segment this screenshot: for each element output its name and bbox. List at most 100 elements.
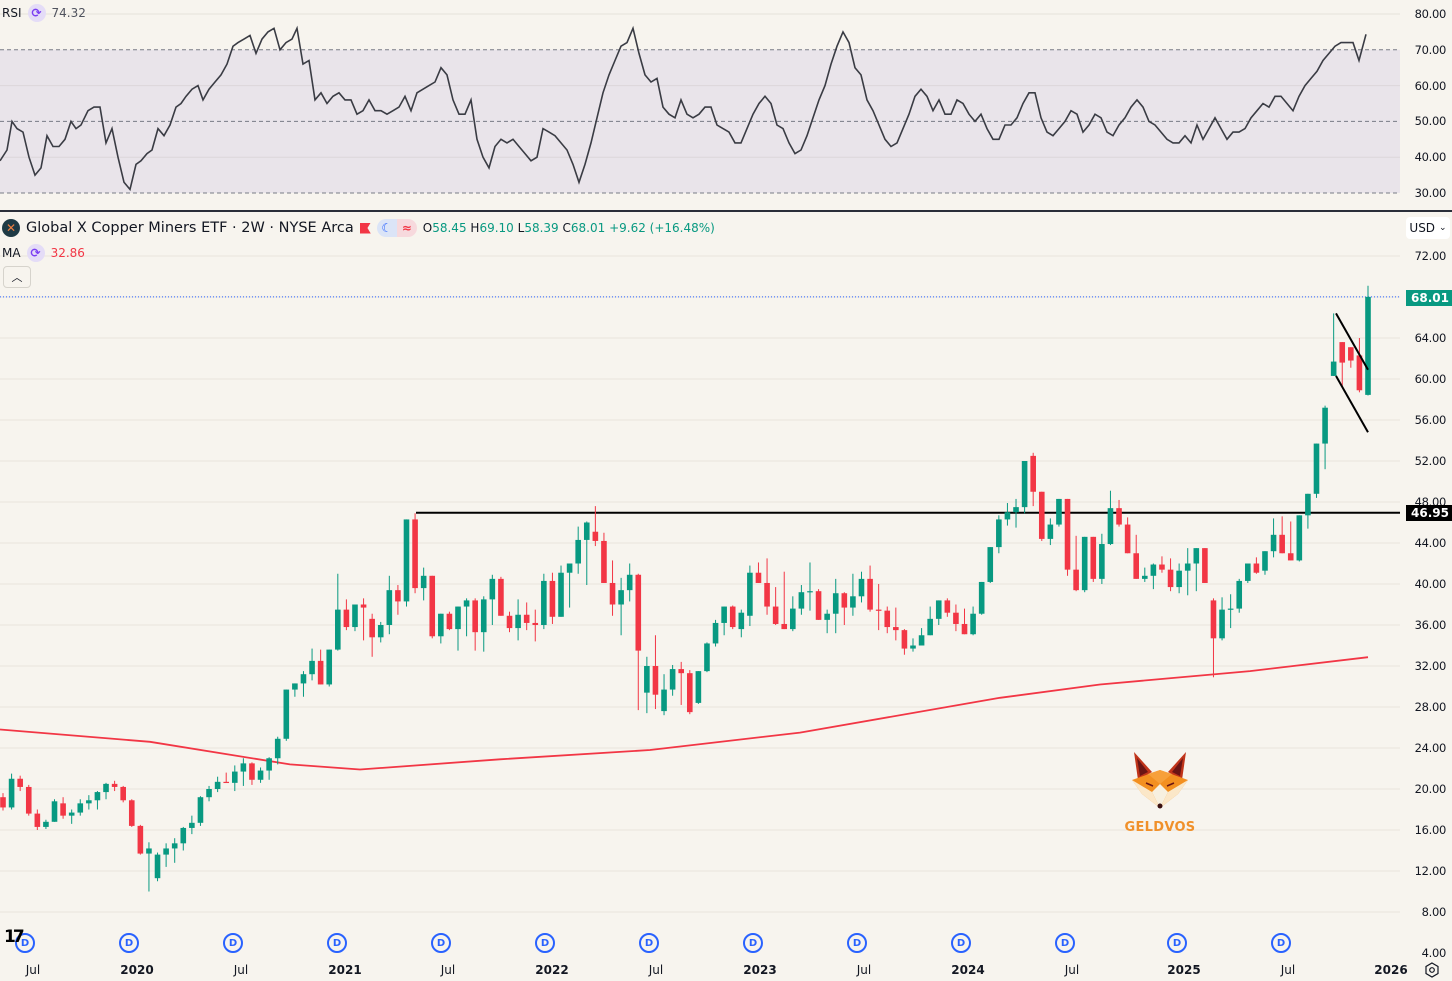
price-axis-label: 12.00 xyxy=(1414,864,1447,878)
candle xyxy=(558,565,564,617)
dividend-badge[interactable]: D xyxy=(431,933,451,953)
refresh-icon[interactable]: ⟳ xyxy=(26,244,45,262)
dividend-badge[interactable]: D xyxy=(327,933,347,953)
ohlc-values: O58.45 H69.10 L58.39 C68.01 +9.62 (+16.4… xyxy=(422,221,715,235)
time-axis-label: 2026 xyxy=(1374,963,1408,977)
candle xyxy=(729,605,736,630)
price-axis-label: 8.00 xyxy=(1421,905,1447,919)
candle xyxy=(68,809,75,824)
candle xyxy=(781,571,788,630)
candle xyxy=(163,843,169,867)
pane-divider[interactable] xyxy=(0,210,1452,212)
candle xyxy=(1210,598,1217,678)
time-axis[interactable]: Jul 2020 Jul 2021 Jul 2022 Jul 2023 Jul 2024 Jul 20… xyxy=(0,953,1452,981)
session-pill[interactable]: ☾ ≈ xyxy=(376,219,417,237)
dividend-badge[interactable]: D xyxy=(119,933,139,953)
refresh-icon[interactable]: ⟳ xyxy=(27,4,46,22)
candle xyxy=(317,649,324,685)
candle xyxy=(927,606,933,636)
price-axis-label: 44.00 xyxy=(1414,536,1447,550)
candle xyxy=(506,611,513,633)
candle xyxy=(455,606,461,651)
price-axis-label: 24.00 xyxy=(1414,741,1447,755)
time-axis-label: 2024 xyxy=(951,963,985,977)
candle xyxy=(1081,536,1088,593)
price-axis-label: 72.00 xyxy=(1414,249,1447,263)
candle xyxy=(1236,578,1243,613)
rsi-legend: RSI ⟳ 74.32 xyxy=(2,4,86,22)
symbol-title[interactable]: Global X Copper Miners ETF · 2W · NYSE A… xyxy=(26,220,354,236)
dividend-badge[interactable]: D xyxy=(951,933,971,953)
dividend-badge[interactable]: D xyxy=(1055,933,1075,953)
rsi-axis-label: 70.00 xyxy=(1414,42,1447,57)
price-axis-label: 56.00 xyxy=(1414,413,1447,427)
candle xyxy=(86,795,92,810)
price-axis-label: 60.00 xyxy=(1414,372,1447,386)
candle xyxy=(1339,342,1346,387)
candle xyxy=(1004,503,1011,526)
ma-value: 32.86 xyxy=(50,246,85,260)
trendline xyxy=(1335,312,1369,371)
rsi-value: 74.32 xyxy=(51,6,86,20)
fox-icon xyxy=(1132,752,1188,809)
price-axis-label: 28.00 xyxy=(1414,700,1447,714)
tradingview-logo[interactable]: 17 xyxy=(4,927,25,947)
candle xyxy=(832,578,839,634)
candle xyxy=(94,791,101,810)
candle xyxy=(858,571,865,603)
dividend-badge[interactable]: D xyxy=(223,933,243,953)
dividend-badge[interactable]: D xyxy=(15,933,35,953)
time-axis-label: 2022 xyxy=(535,963,569,977)
candle xyxy=(103,782,109,800)
dividend-badge[interactable]: D xyxy=(639,933,659,953)
candle xyxy=(601,532,607,583)
candle xyxy=(807,562,813,611)
price-pane[interactable] xyxy=(0,213,1400,953)
time-axis-label: Jul xyxy=(1064,963,1080,977)
price-axis-label: 36.00 xyxy=(1414,618,1447,632)
dividend-badge[interactable]: D xyxy=(1271,933,1291,953)
candle xyxy=(918,628,925,646)
candle xyxy=(77,799,84,816)
candle xyxy=(154,852,161,882)
candle xyxy=(893,607,899,641)
candle xyxy=(1167,558,1174,592)
dividend-badge[interactable]: D xyxy=(743,933,763,953)
price-chart[interactable] xyxy=(0,213,1400,953)
candle xyxy=(738,609,745,638)
dividend-badge[interactable]: D xyxy=(535,933,555,953)
candle xyxy=(1064,498,1071,576)
symbol-logo-icon: ✕ xyxy=(2,219,20,237)
rsi-chart[interactable] xyxy=(0,0,1400,210)
candle xyxy=(1279,516,1285,554)
price-axis[interactable]: 72.00 64.00 60.00 56.00 52.00 48.00 44.00 40.00… xyxy=(1400,213,1452,960)
rsi-axis-label: 40.00 xyxy=(1414,150,1447,165)
approx-icon: ≈ xyxy=(396,219,417,237)
candle xyxy=(566,563,573,608)
candle xyxy=(223,772,230,784)
rsi-axis[interactable]: 80.00 70.00 60.00 50.00 40.00 30.00 xyxy=(1400,0,1452,210)
flag-icon[interactable] xyxy=(359,222,371,234)
collapse-legend-button[interactable]: ︿ xyxy=(3,266,31,288)
candle xyxy=(128,799,135,827)
candle xyxy=(824,609,830,634)
dividend-badge[interactable]: D xyxy=(847,933,867,953)
candle xyxy=(978,581,985,615)
candle xyxy=(403,519,410,607)
candle xyxy=(1184,548,1191,596)
candle xyxy=(60,797,66,819)
candle xyxy=(326,649,333,687)
currency-selector[interactable]: USD ⌄ xyxy=(1406,217,1450,239)
candle xyxy=(1099,533,1105,584)
candle xyxy=(798,585,805,615)
candle xyxy=(137,824,144,855)
candle xyxy=(51,799,58,822)
price-axis-label: 52.00 xyxy=(1414,454,1447,468)
time-axis-label: Jul xyxy=(648,963,664,977)
candle xyxy=(1348,347,1354,368)
settings-icon[interactable] xyxy=(1424,962,1440,978)
currency-label: USD xyxy=(1409,221,1436,235)
rsi-pane[interactable] xyxy=(0,0,1400,210)
dividend-badge[interactable]: D xyxy=(1167,933,1187,953)
price-axis-label: 32.00 xyxy=(1414,659,1447,673)
